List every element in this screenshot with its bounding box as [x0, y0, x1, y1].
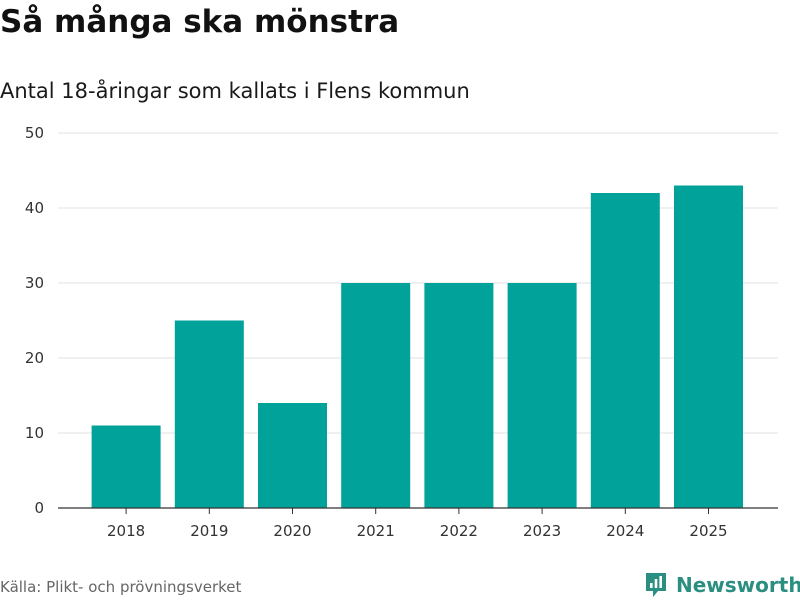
x-tick-label: 2020	[273, 522, 311, 540]
y-tick-label: 20	[25, 349, 44, 367]
bar-2024[interactable]	[590, 193, 660, 508]
newsworthy-logo[interactable]: Newsworthy	[644, 570, 800, 600]
x-tick-label: 2021	[357, 522, 395, 540]
y-tick-label: 40	[25, 199, 44, 217]
source-note: Källa: Plikt- och prövningsverket	[0, 578, 242, 596]
bar-2022[interactable]	[424, 283, 494, 508]
x-tick-label: 2024	[606, 522, 644, 540]
chart-subtitle: Antal 18-åringar som kallats i Flens kom…	[0, 79, 470, 103]
x-tick-label: 2022	[440, 522, 478, 540]
y-tick-label: 30	[25, 274, 44, 292]
bar-2025[interactable]	[674, 185, 743, 509]
bar-2020[interactable]	[258, 403, 327, 508]
x-tick-label: 2025	[689, 522, 727, 540]
bar-2019[interactable]	[174, 320, 244, 509]
y-tick-label: 50	[25, 124, 44, 142]
brand-name: Newsworthy	[676, 573, 800, 597]
y-tick-label: 10	[25, 424, 44, 442]
newsworthy-logo-icon	[646, 573, 666, 597]
x-tick-label: 2023	[523, 522, 561, 540]
bar-2018[interactable]	[91, 425, 161, 509]
chart-title: Så många ska mönstra	[0, 4, 400, 40]
x-tick-label: 2019	[190, 522, 228, 540]
bar-2021[interactable]	[341, 283, 411, 508]
x-tick-label: 2018	[107, 522, 145, 540]
y-tick-label: 0	[34, 499, 44, 517]
bar-2023[interactable]	[507, 283, 577, 508]
